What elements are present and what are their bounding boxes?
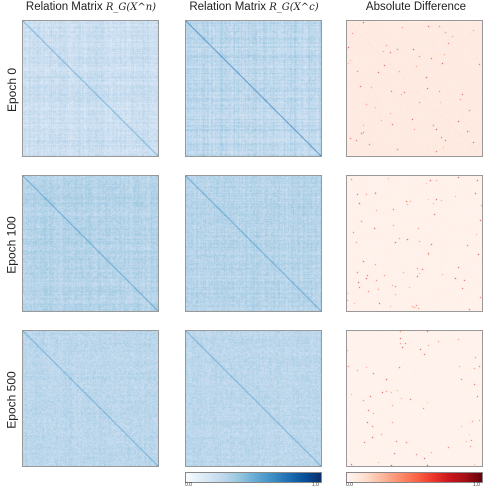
heatmap-epoch100-diff [346, 175, 483, 312]
colorbar-blues-min-label: 0.0 [185, 482, 192, 488]
row-label-text: Epoch 0 [5, 67, 20, 113]
colorbar-reds-max-label: 1.0 [473, 482, 480, 488]
colorbar-blues-max-label: 1.0 [312, 482, 319, 488]
column-title-prefix: Relation Matrix [25, 1, 106, 13]
column-title-math: R_G(X^c) [269, 2, 319, 13]
column-title-prefix: Absolute Difference [365, 1, 467, 13]
column-title-xc: Relation Matrix R_G(X^c) [174, 1, 334, 13]
row-label-epoch-100: Epoch 100 [2, 175, 22, 315]
column-title-math: R_G(X^n) [105, 2, 157, 13]
colorbar-reds-min-label: 0.0 [346, 482, 353, 488]
row-label-text: Epoch 100 [5, 216, 20, 274]
row-label-epoch-0: Epoch 0 [2, 20, 22, 160]
heatmap-epoch0-xn [22, 20, 159, 157]
colorbar-reds [346, 472, 483, 483]
heatmap-epoch500-xc [185, 330, 322, 467]
heatmap-epoch100-xc [185, 175, 322, 312]
row-label-epoch-500: Epoch 500 [2, 330, 22, 470]
row-label-text: Epoch 500 [5, 371, 20, 429]
heatmap-epoch100-xn [22, 175, 159, 312]
heatmap-epoch500-xn [22, 330, 159, 467]
column-title-diff: Absolute Difference [336, 1, 491, 13]
heatmap-epoch0-diff [346, 20, 483, 157]
heatmap-epoch0-xc [185, 20, 322, 157]
heatmap-epoch500-diff [346, 330, 483, 467]
column-title-xn: Relation Matrix R_G(X^n) [11, 1, 171, 13]
colorbar-blues [185, 472, 322, 483]
column-title-prefix: Relation Matrix [189, 1, 270, 13]
